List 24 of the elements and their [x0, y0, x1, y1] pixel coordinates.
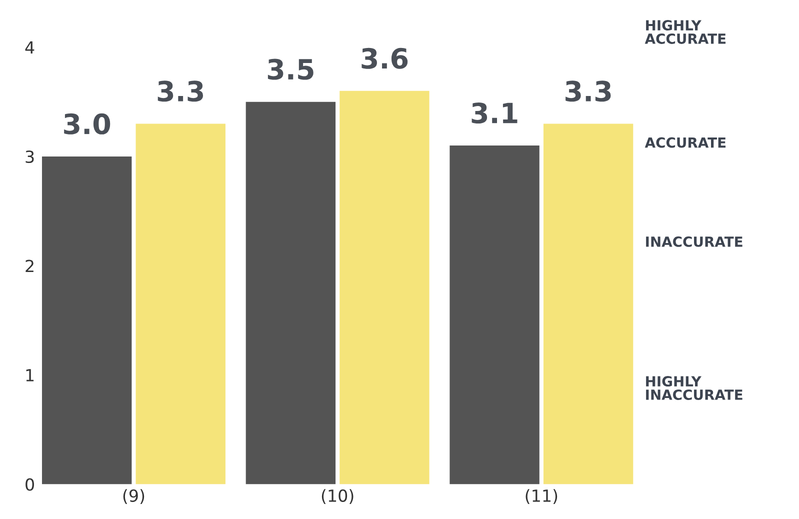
bar — [246, 102, 336, 484]
y-tick-label: 1 — [26, 369, 34, 382]
data-label: 3.6 — [362, 48, 408, 69]
data-label: 3.3 — [158, 80, 204, 102]
y-tick-label: 3 — [26, 150, 34, 164]
data-label: 3.0 — [64, 113, 110, 134]
bar — [136, 124, 226, 484]
text: ACCURATE — [644, 137, 726, 148]
y-tick-label: 0 — [26, 478, 34, 491]
text: HIGHLY ACCURATE — [644, 20, 726, 44]
y-tick-label: 2 — [26, 260, 34, 272]
x-tick-label: (11) — [526, 489, 558, 504]
y-tick-label: 4 — [25, 41, 34, 54]
bar — [543, 124, 634, 484]
text: HIGHLY INACCURATE — [646, 376, 742, 400]
text: INACCURATE — [646, 236, 742, 247]
data-label: 3.5 — [268, 58, 314, 80]
data-label: 3.1 — [472, 102, 518, 124]
bar — [450, 146, 540, 484]
x-tick-label: (10) — [322, 489, 354, 504]
data-label: 3.3 — [566, 80, 611, 102]
bar — [340, 90, 430, 484]
bar — [42, 156, 132, 484]
x-tick-label: (9) — [123, 489, 144, 504]
